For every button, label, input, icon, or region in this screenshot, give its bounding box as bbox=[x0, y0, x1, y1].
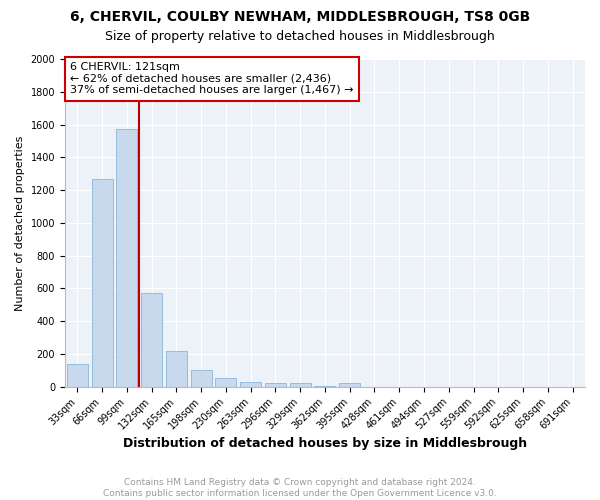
Bar bbox=[265, 384, 286, 386]
Bar bbox=[240, 382, 261, 386]
X-axis label: Distribution of detached houses by size in Middlesbrough: Distribution of detached houses by size … bbox=[123, 437, 527, 450]
Bar bbox=[67, 364, 88, 386]
Y-axis label: Number of detached properties: Number of detached properties bbox=[15, 135, 25, 310]
Bar bbox=[191, 370, 212, 386]
Text: 6 CHERVIL: 121sqm
← 62% of detached houses are smaller (2,436)
37% of semi-detac: 6 CHERVIL: 121sqm ← 62% of detached hous… bbox=[70, 62, 353, 96]
Bar bbox=[116, 130, 137, 386]
Bar bbox=[166, 350, 187, 386]
Text: Contains HM Land Registry data © Crown copyright and database right 2024.
Contai: Contains HM Land Registry data © Crown c… bbox=[103, 478, 497, 498]
Text: 6, CHERVIL, COULBY NEWHAM, MIDDLESBROUGH, TS8 0GB: 6, CHERVIL, COULBY NEWHAM, MIDDLESBROUGH… bbox=[70, 10, 530, 24]
Bar bbox=[339, 384, 360, 386]
Bar bbox=[141, 294, 162, 386]
Text: Size of property relative to detached houses in Middlesbrough: Size of property relative to detached ho… bbox=[105, 30, 495, 43]
Bar bbox=[92, 178, 113, 386]
Bar bbox=[215, 378, 236, 386]
Bar bbox=[290, 384, 311, 386]
